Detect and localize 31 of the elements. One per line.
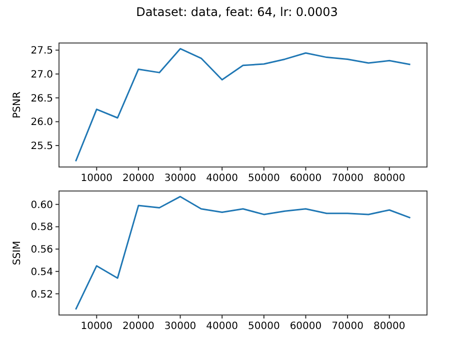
x-tick-label: 60000: [290, 173, 322, 184]
line-series: [74, 48, 412, 162]
y-tick-label: 0.60: [30, 200, 53, 211]
y-axis-title: SSIM: [12, 240, 23, 266]
line-series: [74, 196, 412, 310]
y-tick-label: 26.0: [30, 117, 53, 128]
x-tick-label: 30000: [164, 321, 196, 332]
x-tick-label: 50000: [248, 321, 280, 332]
x-tick-label: 40000: [206, 173, 238, 184]
x-tick-label: 30000: [164, 173, 196, 184]
x-tick-label: 80000: [373, 321, 406, 332]
y-axis-title: PSNR: [12, 92, 23, 118]
x-tick-label: 50000: [248, 173, 280, 184]
x-tick-label: 60000: [290, 321, 322, 332]
y-tick-label: 27.0: [30, 70, 53, 80]
x-tick-label: 20000: [122, 173, 154, 184]
x-tick-label: 10000: [80, 173, 113, 184]
y-tick-label: 0.52: [30, 289, 53, 300]
x-tick-label: 10000: [80, 321, 113, 332]
chart-title: Dataset: data, feat: 64, lr: 0.0003: [136, 5, 338, 19]
y-tick-label: 26.5: [30, 93, 53, 104]
x-tick-label: 20000: [122, 321, 154, 332]
y-tick-label: 27.5: [30, 46, 53, 57]
x-tick-label: 70000: [332, 173, 364, 184]
y-tick-label: 0.54: [30, 266, 53, 278]
y-tick-label: 0.58: [30, 222, 53, 234]
y-tick-label: 25.5: [30, 141, 53, 152]
x-tick-label: 40000: [206, 321, 238, 332]
x-tick-label: 70000: [332, 321, 364, 332]
x-tick-label: 80000: [373, 173, 406, 184]
y-tick-label: 0.56: [30, 244, 53, 256]
